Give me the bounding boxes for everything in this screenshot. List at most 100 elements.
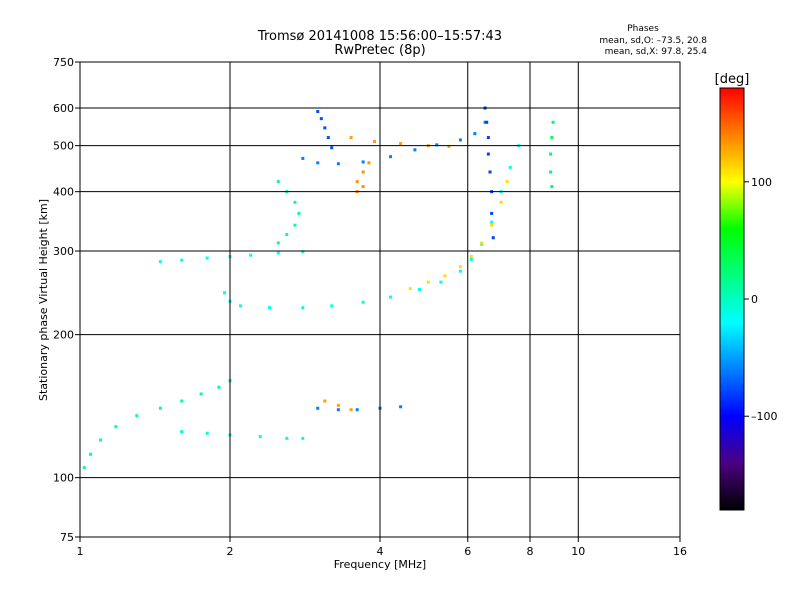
x-tick-label: 10 <box>571 545 585 558</box>
data-point <box>499 200 503 204</box>
data-point <box>551 120 555 124</box>
x-axis-label: Frequency [MHz] <box>334 558 426 571</box>
data-point <box>349 136 353 140</box>
data-point <box>336 162 340 166</box>
data-point <box>426 280 430 284</box>
data-point <box>267 306 271 310</box>
data-point <box>399 142 403 146</box>
data-point <box>367 161 371 165</box>
data-point <box>491 236 495 240</box>
colorbar-label: [deg] <box>715 72 750 87</box>
colorbar-tick-label: –100 <box>751 410 778 423</box>
data-point <box>361 170 365 174</box>
data-point <box>297 211 301 215</box>
data-point <box>330 146 334 150</box>
data-point <box>276 251 280 255</box>
data-point <box>180 399 184 403</box>
y-tick-label: 75 <box>60 531 74 544</box>
stats-line-o: mean, sd,O: –73.5, 20.8 <box>599 36 707 46</box>
data-point <box>293 223 297 227</box>
colorbar-tick-label: 100 <box>751 176 772 189</box>
data-point <box>458 269 462 273</box>
data-point <box>443 274 447 278</box>
data-point <box>319 117 323 121</box>
data-point <box>301 250 305 254</box>
y-tick-label: 500 <box>53 140 74 153</box>
data-point <box>205 256 209 260</box>
data-point <box>199 392 203 396</box>
data-point <box>549 170 553 174</box>
data-point <box>249 253 253 257</box>
data-point <box>239 304 243 308</box>
data-point <box>276 241 280 245</box>
data-point <box>486 136 490 140</box>
data-point <box>316 161 320 165</box>
data-point <box>158 260 162 264</box>
data-point <box>389 295 393 299</box>
y-axis-label: Stationary phase Virtual Height [km] <box>37 199 50 401</box>
colorbar <box>719 87 745 511</box>
data-point <box>480 241 484 245</box>
data-point <box>458 138 462 142</box>
data-point <box>508 165 512 169</box>
data-point <box>408 287 412 291</box>
y-tick-label: 600 <box>53 102 74 115</box>
data-point <box>301 306 305 310</box>
x-tick-label: 4 <box>377 545 384 558</box>
x-tick-label: 6 <box>464 545 471 558</box>
y-tick-label: 100 <box>53 472 74 485</box>
data-point <box>469 257 473 261</box>
data-point <box>301 436 305 440</box>
data-point <box>82 466 86 470</box>
chart-subtitle: RwPretec (8p) <box>334 43 425 58</box>
grid-lines <box>80 62 680 537</box>
data-point <box>323 126 327 130</box>
data-points <box>82 106 555 470</box>
x-axis-ticks: 1 2 4 6 8 10 16 <box>77 537 687 558</box>
data-point <box>180 430 184 434</box>
data-point <box>285 233 289 237</box>
data-point <box>549 152 553 156</box>
data-point <box>550 185 554 189</box>
data-point <box>158 406 162 410</box>
x-tick-label: 1 <box>77 545 84 558</box>
data-point <box>483 120 487 124</box>
x-tick-label: 16 <box>673 545 687 558</box>
data-point <box>447 144 451 148</box>
stats-line-x: mean, sd,X: 97.8, 25.4 <box>605 47 708 57</box>
data-point <box>89 452 93 456</box>
data-point <box>355 180 359 184</box>
data-point <box>205 431 209 435</box>
data-point <box>373 140 377 144</box>
y-axis-ticks: 750 600 500 400 300 200 100 75 <box>53 56 80 544</box>
chart-title: Tromsø 20141008 15:56:00–15:57:43 <box>257 29 502 44</box>
data-point <box>223 291 227 295</box>
data-point <box>485 120 489 124</box>
data-point <box>490 211 494 215</box>
colorbar-ticks: 100 0 –100 <box>744 176 778 423</box>
data-point <box>413 148 417 152</box>
data-point <box>361 185 365 189</box>
data-point <box>488 170 492 174</box>
data-point <box>326 136 330 140</box>
data-point <box>550 136 554 140</box>
data-point <box>399 405 403 409</box>
data-point <box>293 200 297 204</box>
data-point <box>458 265 462 269</box>
data-point <box>439 280 443 284</box>
data-point <box>473 132 477 136</box>
data-point <box>361 160 365 164</box>
x-tick-label: 2 <box>227 545 234 558</box>
data-point <box>301 156 305 160</box>
data-point <box>336 408 340 412</box>
data-point <box>99 438 103 442</box>
data-point <box>316 406 320 410</box>
data-point <box>323 399 327 403</box>
data-point <box>505 180 509 184</box>
data-point <box>349 408 353 412</box>
y-tick-label: 300 <box>53 245 74 258</box>
y-tick-label: 750 <box>53 56 74 69</box>
data-point <box>276 180 280 184</box>
data-point <box>469 255 473 259</box>
